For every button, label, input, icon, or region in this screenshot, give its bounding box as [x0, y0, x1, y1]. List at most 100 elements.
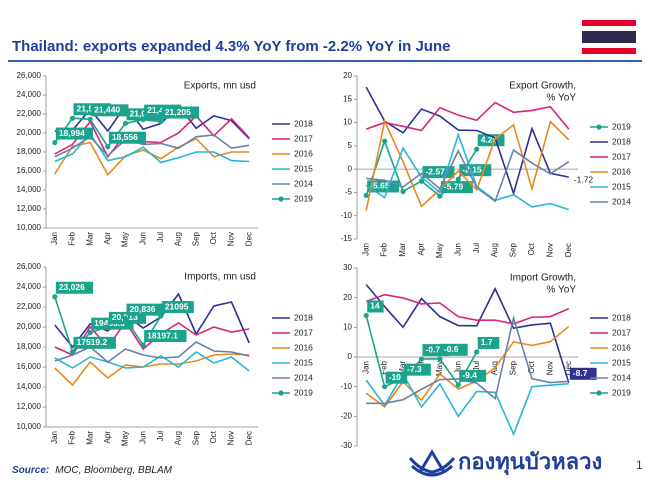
x-tick-label: Nov: [227, 431, 236, 445]
x-tick-label: Oct: [209, 231, 218, 244]
logo-text: กองทุนบัวหลวง: [458, 449, 602, 476]
x-tick-label: Jun: [453, 243, 462, 256]
legend-label: 2019: [612, 387, 631, 397]
data-label-box: [477, 336, 500, 349]
x-tick-label: Mar: [85, 232, 94, 246]
legend-label: 2014: [612, 372, 631, 382]
x-tick-label: Jan: [50, 232, 59, 245]
y-tick-label: 0: [348, 352, 353, 361]
point-marker: [122, 316, 129, 322]
data-label: 21,018: [130, 109, 156, 119]
legend-label: 2017: [612, 327, 631, 337]
point-marker: [158, 313, 164, 319]
data-label-box: [91, 104, 129, 117]
legend-marker: [596, 390, 602, 396]
data-label: 17519.2: [77, 337, 108, 347]
y-tick-label: 14,000: [17, 185, 42, 194]
point-marker: [437, 193, 443, 199]
x-tick-label: May: [121, 431, 130, 446]
y-tick-label: 10,000: [17, 223, 42, 232]
y-tick-label: 10: [343, 322, 352, 331]
y-tick-label: -30: [340, 441, 352, 450]
x-tick-label: Feb: [68, 430, 77, 444]
data-label: 21,205: [165, 107, 191, 117]
legend-label: 2016: [294, 342, 313, 352]
x-tick-label: Jun: [138, 431, 147, 444]
data-label: -0.7: [425, 344, 440, 354]
series-line: [54, 353, 250, 387]
x-tick-label: Mar: [398, 361, 407, 375]
slide-title: Thailand: exports expanded 4.3% YoY from…: [12, 38, 450, 55]
y-tick-label: 16,000: [17, 362, 42, 371]
x-tick-label: Apr: [417, 243, 426, 256]
data-label: -5.65: [370, 181, 390, 191]
x-tick-label: Dec: [564, 361, 573, 375]
data-label: 21095: [165, 301, 189, 311]
y-tick-label: 5: [348, 141, 353, 150]
x-tick-label: Jan: [361, 243, 370, 256]
data-label-box: [404, 363, 431, 376]
source: Source: MOC, Bloomberg, BBLAM: [12, 465, 173, 476]
chart-title: % YoY: [547, 93, 577, 104]
legend-label: 2017: [294, 327, 313, 337]
y-tick-label: 24,000: [17, 282, 42, 291]
legend-label: 2015: [294, 163, 313, 173]
y-tick-label: 15: [343, 94, 352, 103]
y-tick-label: 22,000: [17, 302, 42, 311]
series-line: [54, 351, 250, 372]
point-marker: [158, 118, 164, 125]
legend-label: 2016: [612, 166, 631, 176]
series-line: [365, 101, 570, 132]
x-tick-label: Feb: [68, 231, 77, 245]
y-tick-label: 20,000: [17, 322, 42, 331]
y-tick-label: 20,000: [17, 128, 42, 137]
x-tick-label: Oct: [209, 430, 218, 443]
data-label-box: [161, 106, 200, 119]
point-marker: [418, 356, 425, 362]
series-line: [365, 132, 570, 211]
data-label-box: [108, 131, 147, 144]
point-marker: [87, 330, 93, 336]
data-label: -9.4: [462, 370, 477, 380]
point-marker: [363, 312, 369, 319]
data-label: 18,556: [112, 132, 138, 142]
legend-label: 2016: [294, 148, 313, 158]
legend-label: 2016: [612, 342, 631, 352]
legend-label: 2014: [294, 372, 313, 382]
legend-label: 2017: [612, 151, 631, 161]
data-label: 21,554: [77, 103, 103, 113]
point-marker: [105, 324, 111, 330]
chart-title: Export Growth,: [509, 81, 576, 92]
x-tick-label: Jun: [453, 361, 462, 374]
data-label: 18,994: [59, 128, 85, 138]
legend-label: 2017: [294, 133, 313, 143]
legend-label: 2018: [294, 312, 313, 322]
legend-label: 2015: [612, 357, 631, 367]
x-tick-label: Feb: [380, 242, 389, 256]
x-tick-label: Aug: [174, 232, 183, 246]
data-label: 20,836: [130, 304, 156, 314]
y-tick-label: 0: [348, 164, 353, 173]
y-tick-label: 20: [343, 71, 352, 80]
x-tick-label: Jun: [138, 232, 147, 245]
data-label: -2.15: [462, 164, 482, 174]
chart-title: % YoY: [547, 285, 577, 296]
point-marker: [140, 342, 146, 348]
point-marker: [418, 178, 425, 184]
x-tick-label: Dec: [564, 243, 573, 257]
series-line: [365, 293, 570, 325]
point-marker: [105, 144, 111, 150]
data-label-box: [569, 367, 597, 380]
data-label-box: [55, 127, 94, 140]
point-marker: [52, 294, 58, 300]
point-marker: [363, 192, 369, 199]
chart-title: Import Growth,: [510, 273, 576, 284]
x-tick-label: Aug: [490, 243, 499, 257]
y-tick-label: 12,000: [17, 402, 42, 411]
x-tick-label: Nov: [227, 232, 236, 246]
chart-title: Exports, mn usd: [184, 81, 256, 92]
y-tick-label: 10: [343, 118, 352, 127]
legend-label: 2018: [294, 118, 313, 128]
point-marker: [69, 349, 76, 355]
